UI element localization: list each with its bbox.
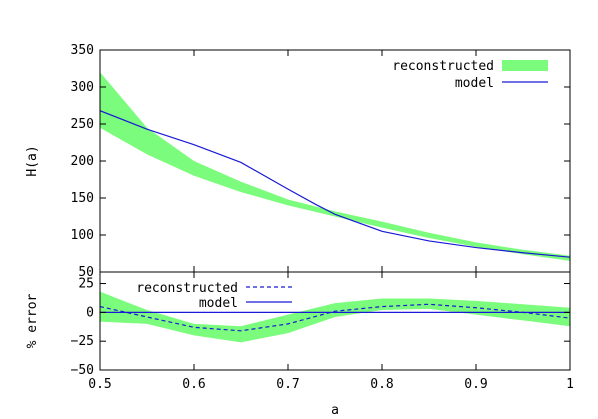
ytick-label-bottom-2: 0 (86, 305, 94, 320)
plot-area-top (100, 72, 570, 261)
ylabel-top: H(a) (25, 145, 40, 176)
xtick-label-4: 0.9 (464, 377, 487, 392)
ytick-label-top-5: 300 (71, 80, 94, 95)
legend-bottom-reconstructed-label: reconstructed (136, 281, 238, 296)
ylabel-bottom: % error (25, 293, 40, 348)
legend-top-reconstructed-label: reconstructed (392, 59, 494, 74)
series-bottom-reconstructed-line (100, 303, 570, 332)
ytick-label-top-3: 200 (71, 154, 94, 169)
ytick-label-top-2: 150 (71, 191, 94, 206)
frame-bottom (99, 271, 571, 371)
xtick-label-0: 0.5 (88, 377, 111, 392)
ytick-label-bottom-1: −25 (71, 334, 94, 349)
xtick-label-1: 0.6 (182, 377, 205, 392)
ytick-label-top-0: 50 (78, 265, 94, 280)
band-top-0 (100, 72, 570, 261)
ytick-label-top-1: 100 (71, 228, 94, 243)
legend-top-model-label: model (455, 76, 494, 91)
xtick-label-5: 1 (566, 377, 574, 392)
ytick-label-top-6: 350 (71, 43, 94, 58)
band-bottom-0 (100, 291, 570, 343)
ytick-label-bottom-3: 25 (78, 277, 94, 292)
series-top-model-line (100, 110, 570, 258)
ytick-label-bottom-0: −50 (71, 363, 94, 378)
xtick-label-3: 0.8 (370, 377, 393, 392)
legend-bottom-model-label: model (199, 296, 238, 311)
ytick-label-top-4: 250 (71, 117, 94, 132)
plot-area-bottom (100, 291, 570, 343)
xlabel: a (331, 403, 339, 418)
xtick-label-2: 0.7 (276, 377, 299, 392)
legend-top-reconstructed-swatch (502, 60, 548, 71)
